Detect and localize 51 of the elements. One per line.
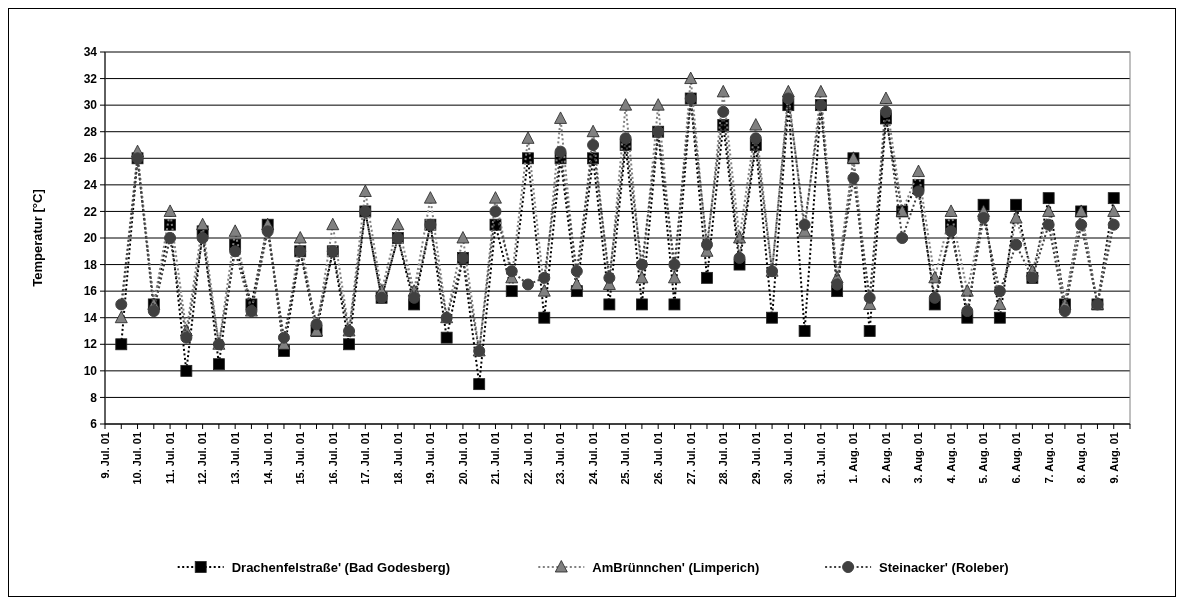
x-tick-label: 15. Jul. 01 xyxy=(294,432,307,485)
x-tick-label: 13. Jul. 01 xyxy=(229,432,242,485)
x-tick-label: 17. Jul. 01 xyxy=(359,432,372,485)
legend-label: Drachenfelstraße' (Bad Godesberg) xyxy=(231,559,451,575)
y-tick-label: 8 xyxy=(90,390,98,405)
x-tick-label: 20. Jul. 01 xyxy=(456,432,469,485)
x-tick-label: 9. Aug. 01 xyxy=(1107,432,1120,484)
y-tick-label: 32 xyxy=(83,71,98,86)
y-tick-label: 10 xyxy=(83,364,98,379)
x-tick-label: 19. Jul. 01 xyxy=(424,432,437,485)
y-tick-label: 34 xyxy=(83,45,98,60)
x-tick-label: 12. Jul. 01 xyxy=(196,432,209,485)
y-tick-label: 26 xyxy=(83,151,98,166)
x-tick-label: 14. Jul. 01 xyxy=(261,432,274,485)
x-tick-label: 8. Aug. 01 xyxy=(1075,432,1088,484)
x-tick-label: 5. Aug. 01 xyxy=(977,432,990,484)
x-tick-label: 21. Jul. 01 xyxy=(489,432,502,485)
y-tick-label: 16 xyxy=(83,284,98,299)
legend-label: Steinacker' (Roleber) xyxy=(879,559,1009,575)
y-tick-label: 6 xyxy=(90,417,98,432)
x-tick-label: 23. Jul. 01 xyxy=(554,432,567,485)
y-tick-label: 30 xyxy=(83,98,98,113)
x-tick-label: 7. Aug. 01 xyxy=(1042,432,1055,484)
x-tick-label: 10. Jul. 01 xyxy=(131,432,144,485)
x-tick-label: 24. Jul. 01 xyxy=(586,432,599,485)
y-tick-label: 12 xyxy=(83,337,98,352)
x-tick-label: 3. Aug. 01 xyxy=(912,432,925,484)
y-axis-title: Temperatur [°C] xyxy=(30,189,45,287)
x-tick-label: 31. Jul. 01 xyxy=(814,432,827,485)
x-tick-label: 16. Jul. 01 xyxy=(326,432,339,485)
x-tick-label: 4. Aug. 01 xyxy=(944,432,957,484)
y-tick-label: 22 xyxy=(83,204,98,219)
y-tick-label: 14 xyxy=(83,310,98,325)
x-tick-label: 9. Jul. 01 xyxy=(98,432,111,479)
y-tick-label: 20 xyxy=(83,231,98,246)
x-tick-label: 26. Jul. 01 xyxy=(652,432,665,485)
x-tick-label: 27. Jul. 01 xyxy=(684,432,697,485)
y-tick-label: 24 xyxy=(83,178,98,193)
x-tick-label: 1. Aug. 01 xyxy=(847,432,860,484)
x-tick-label: 2. Aug. 01 xyxy=(879,432,892,484)
y-tick-label: 18 xyxy=(83,257,98,272)
x-tick-label: 22. Jul. 01 xyxy=(521,432,534,485)
x-tick-label: 30. Jul. 01 xyxy=(782,432,795,485)
x-tick-label: 18. Jul. 01 xyxy=(391,432,404,485)
y-tick-label: 28 xyxy=(83,124,98,139)
x-tick-label: 11. Jul. 01 xyxy=(163,432,176,484)
x-tick-label: 25. Jul. 01 xyxy=(619,432,632,485)
x-tick-label: 29. Jul. 01 xyxy=(749,432,762,485)
legend-label: AmBrünnchen' (Limperich) xyxy=(592,559,760,575)
x-tick-label: 6. Aug. 01 xyxy=(1009,432,1022,484)
x-tick-label: 28. Jul. 01 xyxy=(717,432,730,485)
